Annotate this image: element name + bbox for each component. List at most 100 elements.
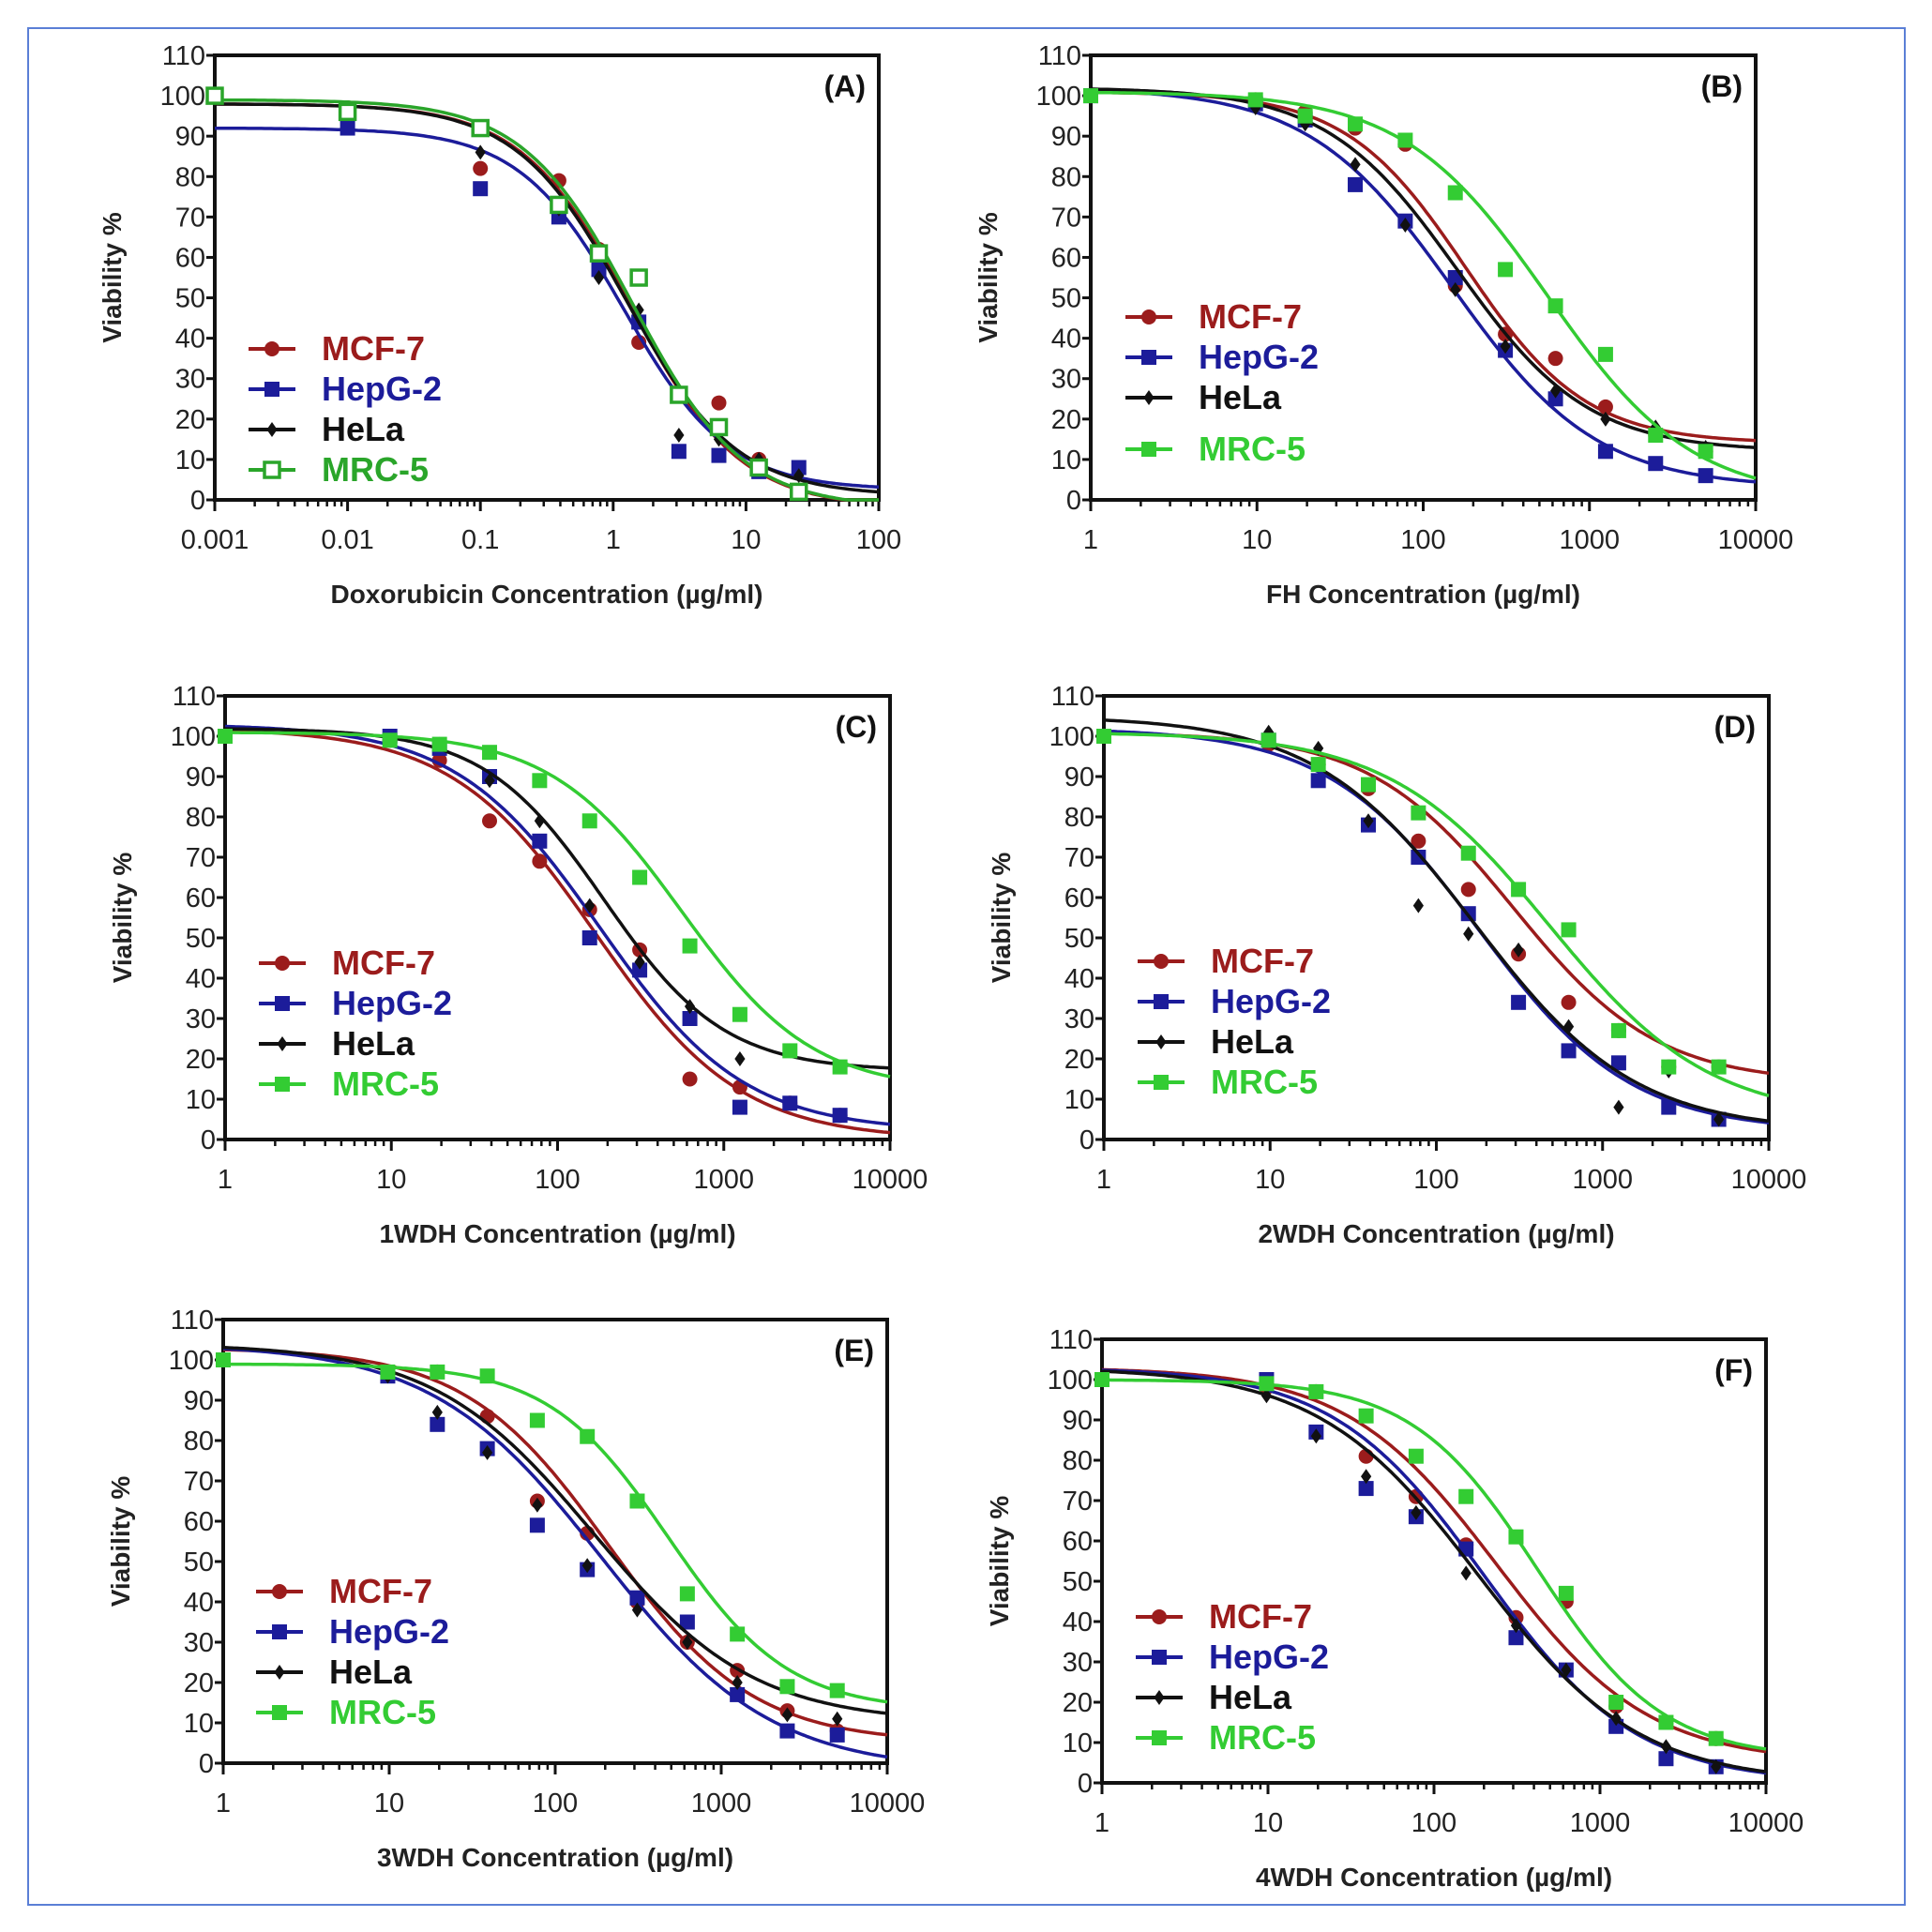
- y-tick-label: 50: [1063, 1567, 1093, 1597]
- data-point: [1547, 298, 1563, 314]
- data-point: [1460, 882, 1476, 898]
- data-point: [1096, 729, 1111, 744]
- data-point: [1460, 845, 1476, 861]
- x-tick-label: 10: [1253, 1808, 1283, 1838]
- legend-label: HeLa: [1199, 378, 1282, 416]
- data-point: [1661, 1099, 1677, 1115]
- data-point: [581, 930, 597, 945]
- data-point: [431, 736, 447, 752]
- data-point: [593, 270, 605, 285]
- y-tick-label: 30: [184, 1628, 214, 1658]
- data-point: [632, 869, 648, 885]
- series-hela: [209, 88, 880, 494]
- series-hepg-2: [218, 724, 891, 1126]
- fit-curve: [225, 727, 891, 1070]
- y-tick-label: 40: [1064, 964, 1094, 994]
- y-tick-label: 40: [1063, 1607, 1093, 1638]
- data-point: [1358, 1408, 1374, 1424]
- data-point: [1597, 444, 1613, 460]
- y-tick-label: 60: [186, 883, 216, 913]
- series-mrc-5: [1096, 729, 1770, 1097]
- data-point: [484, 773, 495, 789]
- data-point: [1511, 994, 1527, 1010]
- y-tick-label: 90: [1064, 762, 1094, 792]
- x-tick-label: 10: [1242, 525, 1272, 555]
- data-point: [1561, 1662, 1572, 1678]
- data-point: [581, 813, 597, 829]
- legend-marker: [1155, 1034, 1167, 1049]
- x-tick-label: 1000: [693, 1165, 754, 1195]
- series-hepg-2: [207, 88, 880, 490]
- y-tick-label: 100: [169, 1346, 214, 1376]
- y-tick-label: 80: [1063, 1446, 1093, 1476]
- data-point: [473, 160, 489, 176]
- data-point: [1348, 116, 1364, 132]
- data-point: [682, 938, 698, 954]
- data-point: [589, 244, 609, 263]
- y-tick-label: 90: [1063, 1406, 1093, 1436]
- legend-marker: [272, 1705, 287, 1720]
- y-tick-label: 50: [184, 1547, 214, 1577]
- data-point: [1510, 1618, 1522, 1634]
- data-point: [793, 468, 805, 484]
- data-point: [1247, 92, 1263, 108]
- y-tick-label: 40: [1051, 325, 1081, 355]
- series-mrc-5: [218, 729, 891, 1079]
- data-point: [779, 1679, 795, 1695]
- x-tick-label: 10000: [850, 1789, 926, 1819]
- x-tick-label: 10: [1255, 1165, 1285, 1195]
- data-point: [1658, 1714, 1674, 1730]
- legend-label: MRC-5: [1199, 430, 1306, 468]
- y-tick-label: 10: [1063, 1728, 1093, 1758]
- data-point: [1508, 1529, 1524, 1545]
- data-point: [1348, 176, 1364, 192]
- y-tick-label: 20: [1063, 1688, 1093, 1718]
- data-point: [430, 1364, 445, 1380]
- data-point: [1558, 1585, 1574, 1601]
- fit-curve: [1090, 88, 1757, 484]
- data-point: [205, 86, 224, 105]
- y-tick-label: 40: [186, 964, 216, 994]
- data-point: [679, 1586, 695, 1602]
- y-tick-label: 80: [1064, 803, 1094, 833]
- data-point: [1363, 813, 1374, 829]
- data-point: [1263, 724, 1275, 740]
- data-point: [479, 1368, 495, 1384]
- x-tick-label: 1000: [1572, 1165, 1633, 1195]
- y-tick-label: 20: [186, 1045, 216, 1075]
- y-tick-label: 30: [1051, 365, 1081, 395]
- y-tick-label: 60: [1063, 1527, 1093, 1557]
- data-point: [1458, 1488, 1474, 1504]
- data-point: [584, 898, 596, 913]
- data-point: [1513, 942, 1524, 958]
- data-point: [1411, 805, 1426, 821]
- fit-curve: [1090, 87, 1757, 449]
- y-tick-label: 70: [1063, 1487, 1093, 1517]
- data-point: [532, 1497, 543, 1513]
- data-point: [380, 1364, 396, 1380]
- y-tick-label: 0: [199, 1749, 214, 1779]
- series-mrc-5: [216, 1352, 888, 1704]
- series-mrc-5: [205, 86, 879, 502]
- data-point: [1561, 922, 1577, 938]
- data-point: [1698, 444, 1713, 460]
- series-hepg-2: [216, 1347, 888, 1759]
- legend-marker: [277, 1036, 288, 1051]
- legend-marker: [1152, 1650, 1167, 1665]
- y-tick-label: 40: [184, 1588, 214, 1618]
- data-point: [1661, 1059, 1677, 1075]
- data-point: [781, 1707, 793, 1723]
- data-point: [529, 1412, 545, 1428]
- x-tick-label: 100: [1400, 525, 1445, 555]
- data-point: [1412, 898, 1424, 913]
- data-point: [1610, 1055, 1626, 1071]
- data-point: [1648, 428, 1664, 444]
- data-point: [1511, 882, 1527, 898]
- data-point: [1250, 100, 1261, 116]
